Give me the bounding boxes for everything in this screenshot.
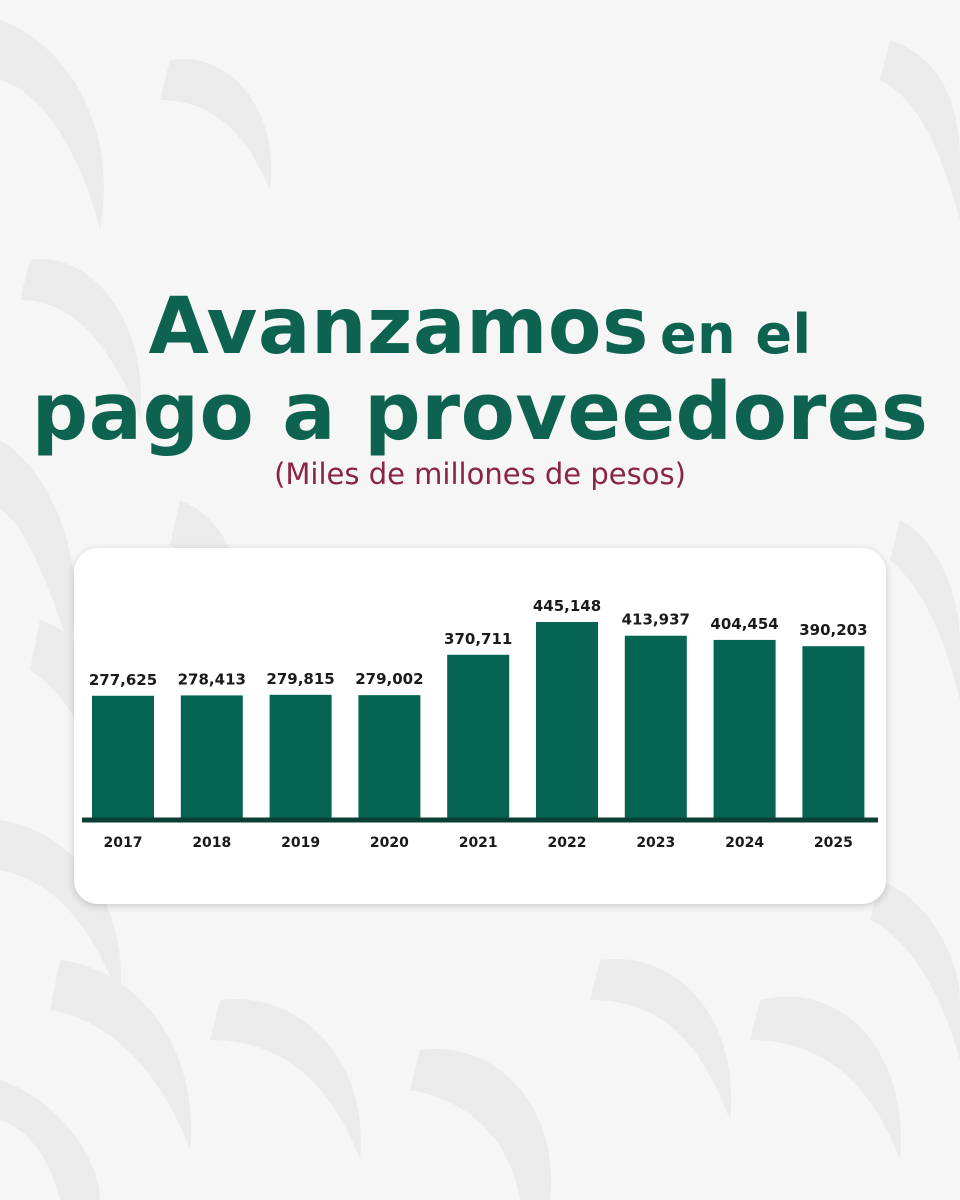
bar-2022 xyxy=(536,622,598,818)
value-label-2017: 277,625 xyxy=(89,671,157,689)
value-label-2019: 279,815 xyxy=(266,670,334,688)
value-label-2020: 279,002 xyxy=(355,670,423,688)
bar-2018 xyxy=(180,695,243,818)
title-line-2: pago a proveedores xyxy=(31,366,929,458)
value-label-2023: 413,937 xyxy=(622,611,690,629)
title-part-2: en el xyxy=(660,303,812,366)
bar-2020 xyxy=(358,695,421,818)
category-label-2020: 2020 xyxy=(370,835,409,851)
category-label-2022: 2022 xyxy=(548,835,587,851)
bar-2023 xyxy=(624,635,687,818)
bars-group: 277,625 2017 278,413 2018 279,815 2019 279,002… xyxy=(89,597,868,851)
title-line-1: Avanzamos en el xyxy=(0,282,960,372)
category-label-2021: 2021 xyxy=(459,835,498,851)
bar-2025 xyxy=(802,646,865,818)
chart-subtitle: (Miles de millones de pesos) xyxy=(274,457,686,491)
category-label-2023: 2023 xyxy=(636,835,675,851)
category-label-2025: 2025 xyxy=(814,835,853,851)
chart-card: 277,625 2017 278,413 2018 279,815 2019 279,002… xyxy=(74,548,886,904)
category-label-2017: 2017 xyxy=(104,835,143,851)
category-label-2019: 2019 xyxy=(281,835,320,851)
value-label-2018: 278,413 xyxy=(178,670,246,688)
category-label-2018: 2018 xyxy=(192,835,231,851)
title-part-1: Avanzamos xyxy=(148,282,649,372)
bar-2017 xyxy=(92,695,154,818)
value-label-2021: 370,711 xyxy=(444,630,512,648)
value-label-2025: 390,203 xyxy=(799,621,867,639)
value-label-2024: 404,454 xyxy=(710,615,778,633)
bar-2019 xyxy=(269,694,332,818)
value-label-2022: 445,148 xyxy=(533,597,601,615)
bar-2021 xyxy=(447,654,510,818)
bar-2024 xyxy=(713,639,776,818)
category-label-2024: 2024 xyxy=(725,835,764,851)
bar-chart: 277,625 2017 278,413 2018 279,815 2019 279,002… xyxy=(82,597,878,851)
